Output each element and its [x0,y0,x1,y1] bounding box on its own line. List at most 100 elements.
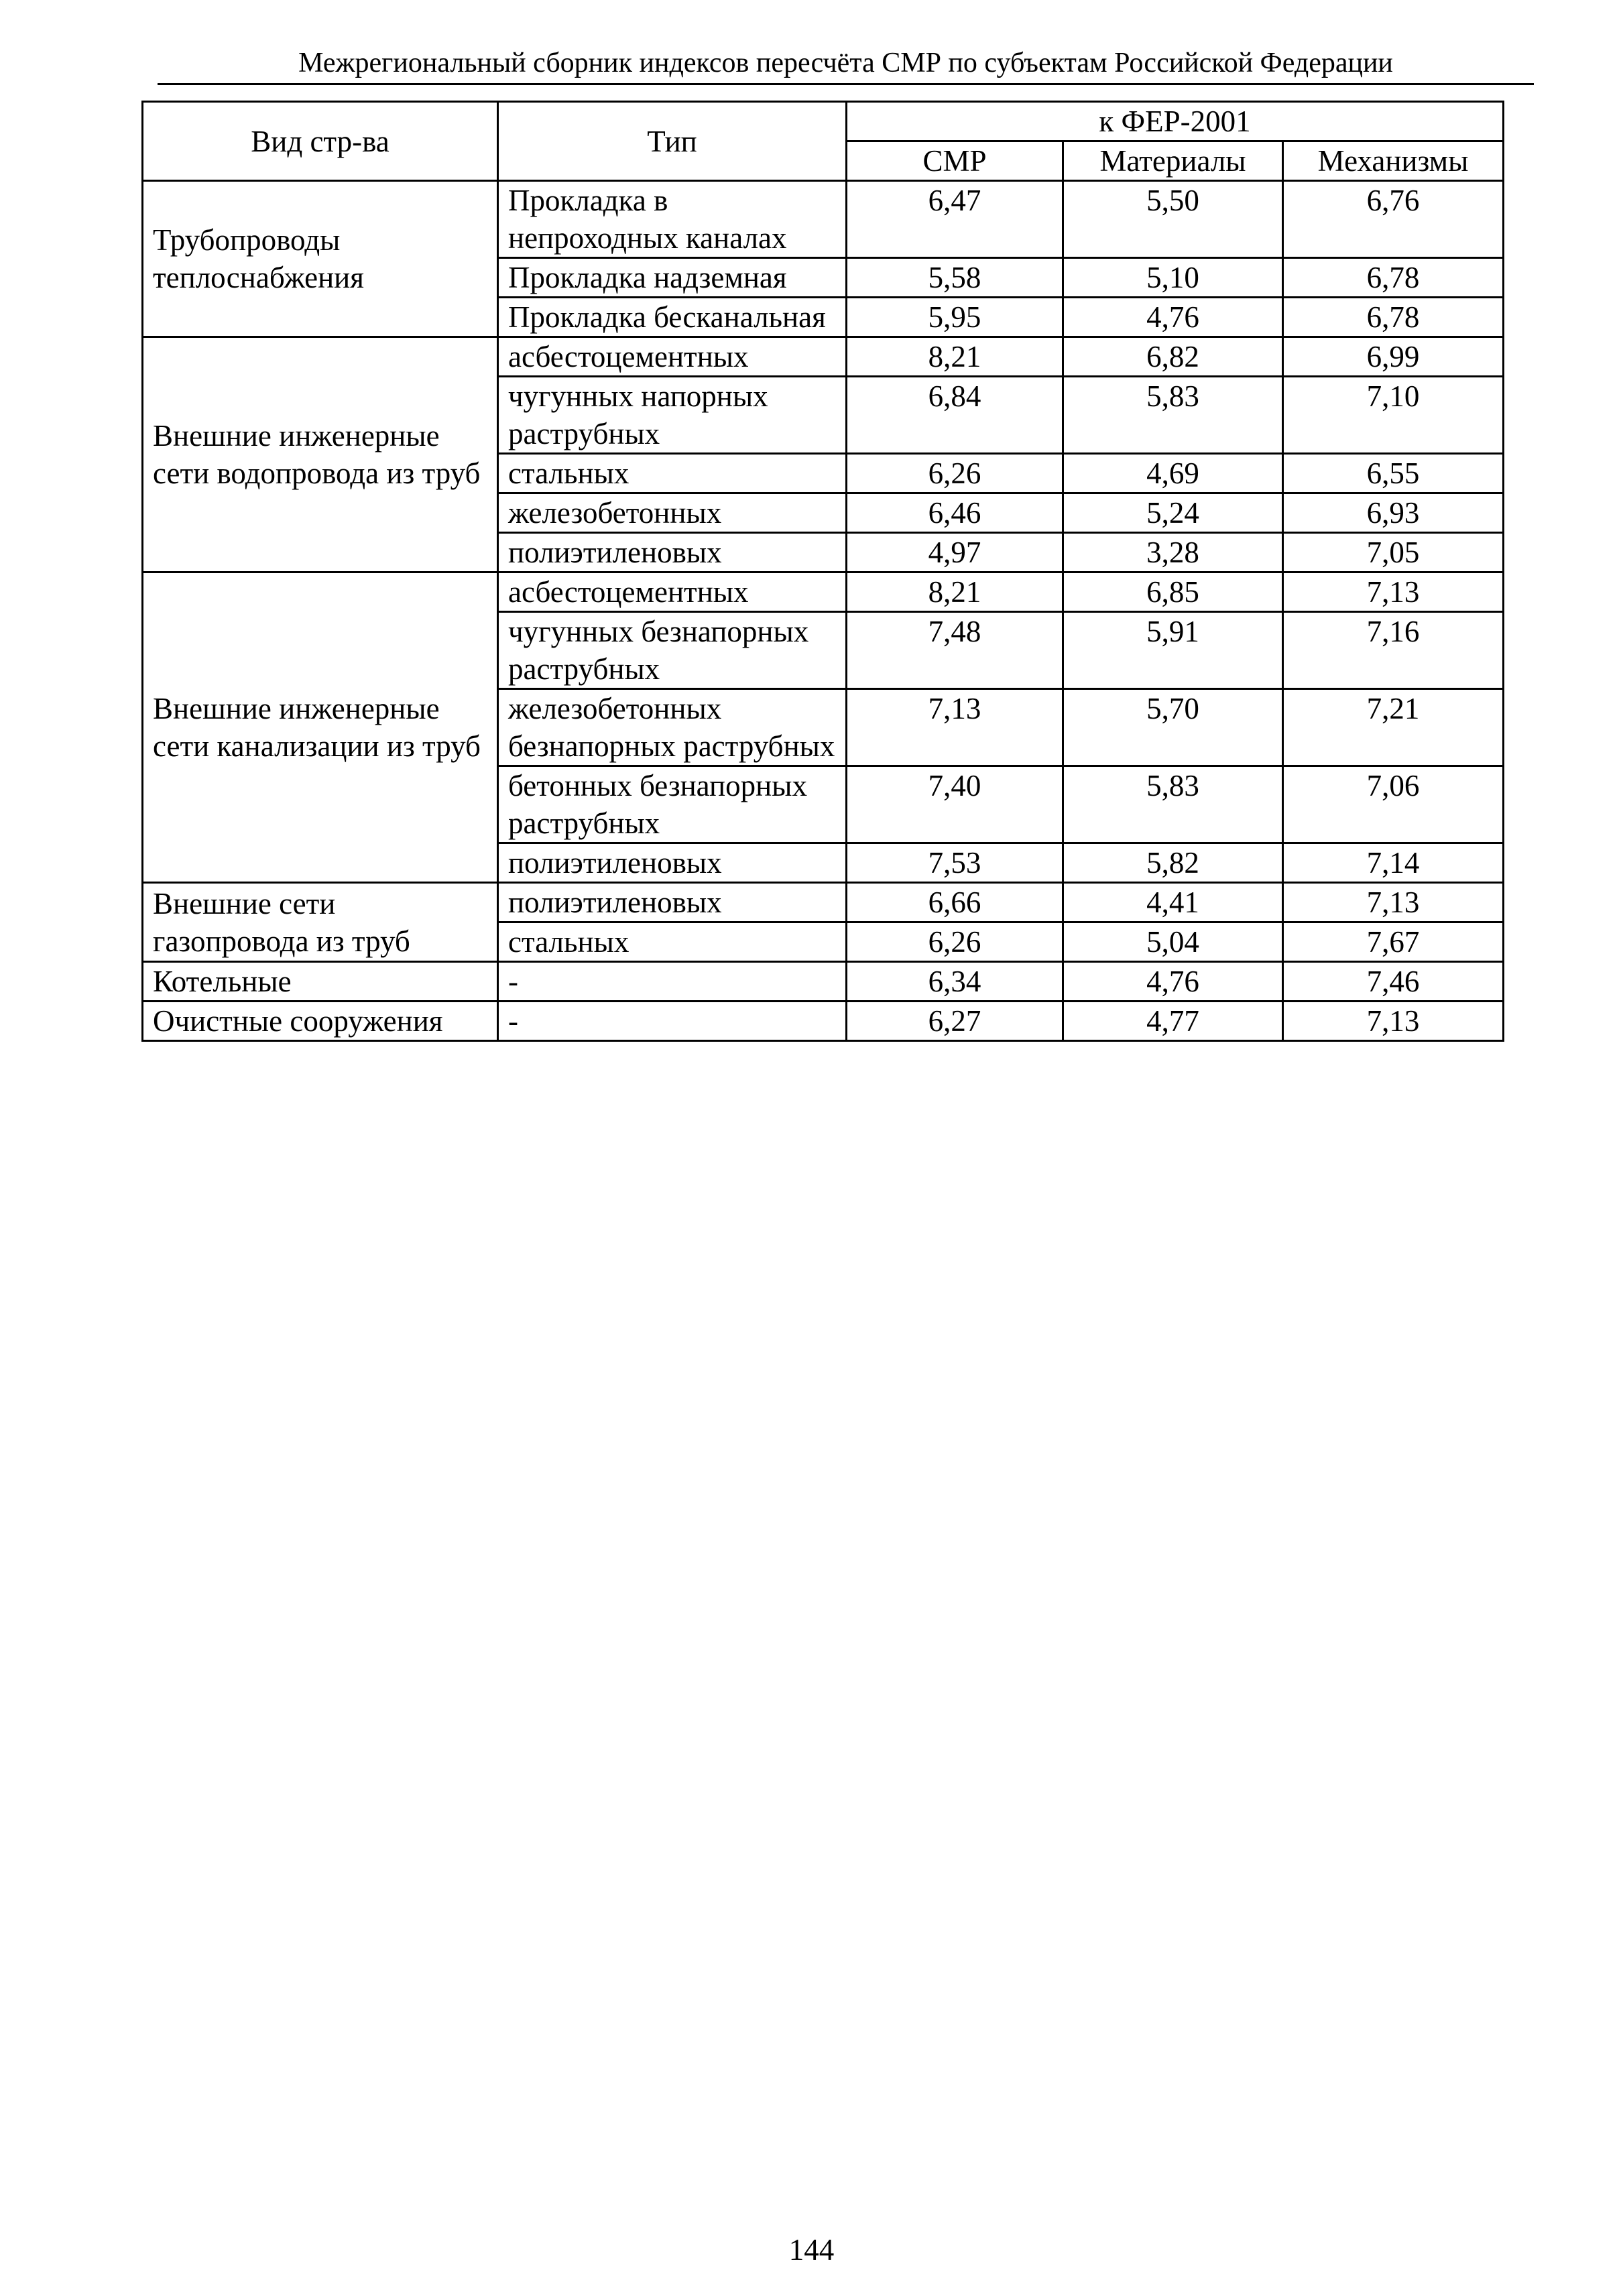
page-number: 144 [788,2233,835,2267]
cell-machines: 7,10 [1281,375,1505,455]
cell-type: Прокладка бесканальная [497,296,847,338]
cell-machines: 7,16 [1281,611,1505,690]
cell-type: железобетонных безнапорных раструбных [497,688,847,767]
cell-type: железобетонных [497,492,847,534]
header-rule [158,83,1534,85]
header-group: к ФЕР-2001 [845,101,1505,142]
table-row: полиэтиленовых 7,53 5,82 7,14 [143,842,1505,884]
cell-smr: 6,47 [845,180,1064,259]
cell-machines: 6,76 [1281,180,1505,259]
cell-machines: 7,05 [1281,532,1505,573]
cell-materials: 4,77 [1062,1000,1284,1042]
cell-machines: 7,06 [1281,765,1505,844]
table-body: Трубопроводы теплоснабжения Прокладка в н… [141,180,1505,1042]
cell-type: - [497,1000,847,1042]
cell-materials: 5,91 [1062,611,1284,690]
cell-machines: 7,46 [1281,961,1505,1002]
table-row: чугунных напорных раструбных 6,84 5,83 7,10 [143,375,1505,455]
cell-materials: 3,28 [1062,532,1284,573]
cell-machines: 6,55 [1281,452,1505,494]
table-row: бетонных безнапорных раструбных 7,40 5,83 7… [143,765,1505,844]
running-title: Межрегиональный сборник индексов пересчё… [298,48,1393,78]
cell-type: асбестоцементных [497,336,847,377]
cell-machines: 7,14 [1281,842,1505,884]
cell-type: Прокладка в непроходных каналах [497,180,847,259]
cell-kind: Очистные сооружения [141,1000,499,1042]
cell-kind: Внешние инженерные сети канализации из т… [141,571,499,884]
index-table: Вид стр-ва Тип к ФЕР-2001 СМР Материалы … [141,101,1505,1042]
cell-machines: 6,99 [1281,336,1505,377]
cell-type: бетонных безнапорных раструбных [497,765,847,844]
cell-smr: 4,97 [845,532,1064,573]
cell-smr: 7,13 [845,688,1064,767]
cell-smr: 8,21 [845,571,1064,613]
table-row: железобетонных 6,46 5,24 6,93 [143,492,1505,534]
table-row: полиэтиленовых 4,97 3,28 7,05 [143,532,1505,573]
cell-type: полиэтиленовых [497,842,847,884]
table-row: Трубопроводы теплоснабжения Прокладка в н… [141,180,1505,338]
table-row: стальных 6,26 5,04 7,67 [143,921,1505,963]
header-materials: Материалы [1062,140,1284,182]
cell-materials: 5,83 [1062,375,1284,455]
cell-smr: 7,48 [845,611,1064,690]
cell-smr: 6,84 [845,375,1064,455]
header-machines: Механизмы [1281,140,1505,182]
cell-materials: 5,10 [1062,257,1284,298]
header-kind: Вид стр-ва [141,101,499,182]
table-row: Очистные сооружения -6,27 4,77 7,13 [141,1000,1505,1042]
cell-machines: 6,93 [1281,492,1505,534]
cell-type: чугунных безнапорных раструбных [497,611,847,690]
table-row: чугунных безнапорных раструбных 7,48 5,91 7… [143,611,1505,690]
cell-type: полиэтиленовых [497,532,847,573]
table-row: Котельные -6,34 4,76 7,46 [141,961,1505,1002]
table-row: железобетонных безнапорных раструбных 7,1… [143,688,1505,767]
cell-type: стальных [497,452,847,494]
header-smr: СМР [845,140,1064,182]
cell-machines: 7,13 [1281,1000,1505,1042]
cell-type: полиэтиленовых [497,882,847,923]
cell-type: стальных [497,921,847,963]
cell-materials: 4,76 [1062,961,1284,1002]
cell-kind: Котельные [141,961,499,1002]
cell-smr: 7,40 [845,765,1064,844]
cell-type: - [497,961,847,1002]
cell-materials: 5,83 [1062,765,1284,844]
cell-materials: 4,69 [1062,452,1284,494]
cell-smr: 6,26 [845,921,1064,963]
cell-smr: 5,58 [845,257,1064,298]
cell-materials: 6,85 [1062,571,1284,613]
cell-machines: 6,78 [1281,257,1505,298]
cell-machines: 7,13 [1281,882,1505,923]
cell-type: асбестоцементных [497,571,847,613]
cell-smr: 8,21 [845,336,1064,377]
cell-smr: 7,53 [845,842,1064,884]
cell-materials: 5,24 [1062,492,1284,534]
cell-smr: 6,66 [845,882,1064,923]
table-row: Внешние сети газопровода из труб полиэтил… [141,882,1505,963]
cell-materials: 4,76 [1062,296,1284,338]
cell-machines: 7,21 [1281,688,1505,767]
table-row: Внешние инженерные сети канализации из т… [141,571,1505,884]
cell-smr: 5,95 [845,296,1064,338]
table-row: Прокладка бесканальная 5,95 4,76 6,78 [143,296,1505,338]
cell-kind: Внешние сети газопровода из труб [141,882,499,963]
cell-smr: 6,46 [845,492,1064,534]
cell-machines: 7,13 [1281,571,1505,613]
cell-type: чугунных напорных раструбных [497,375,847,455]
cell-materials: 4,41 [1062,882,1284,923]
cell-type: Прокладка надземная [497,257,847,298]
cell-materials: 5,04 [1062,921,1284,963]
cell-machines: 7,67 [1281,921,1505,963]
cell-smr: 6,27 [845,1000,1064,1042]
cell-materials: 5,82 [1062,842,1284,884]
cell-smr: 6,34 [845,961,1064,1002]
table-row: Прокладка надземная 5,58 5,10 6,78 [143,257,1505,298]
table-row: Внешние инженерные сети водопровода из т… [141,336,1505,573]
cell-materials: 5,70 [1062,688,1284,767]
cell-materials: 5,50 [1062,180,1284,259]
cell-kind: Трубопроводы теплоснабжения [141,180,499,338]
table-row: стальных 6,26 4,69 6,55 [143,452,1505,494]
header-type: Тип [497,101,847,182]
cell-machines: 6,78 [1281,296,1505,338]
cell-kind: Внешние инженерные сети водопровода из т… [141,336,499,573]
